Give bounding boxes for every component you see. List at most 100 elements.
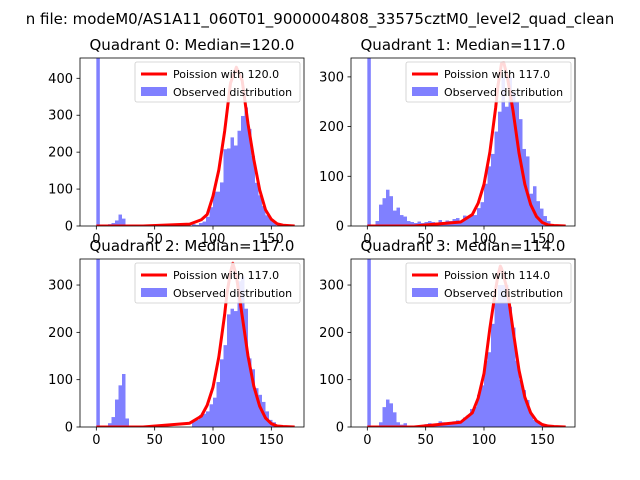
histogram-bar xyxy=(192,421,196,427)
histogram-bar xyxy=(512,327,516,427)
histogram-bar xyxy=(396,422,400,427)
histogram-bar xyxy=(515,101,519,226)
histogram-bar xyxy=(234,145,238,226)
histogram-bar xyxy=(237,130,241,226)
quadrant-title: Quadrant 0: Median=120.0 xyxy=(90,36,295,54)
legend: Poission with 120.0 Observed distribution xyxy=(134,61,301,103)
histogram-bar xyxy=(480,385,484,427)
y-tick-label: 200 xyxy=(319,326,344,341)
histogram-bar xyxy=(400,215,404,226)
quadrant-1-chart: 0 50 100 150 0 100 200 300 Quadrant 1: Median=11… xyxy=(319,36,576,247)
histogram-bar xyxy=(494,300,498,427)
legend: Poission with 117.0 Observed distribution xyxy=(405,61,572,103)
histogram-bar xyxy=(251,369,255,427)
histogram-bar xyxy=(487,352,491,427)
histogram-bar xyxy=(470,215,474,226)
legend-poisson-label: Poission with 120.0 xyxy=(173,68,279,81)
axes-frame xyxy=(350,57,576,227)
histogram-bar xyxy=(230,308,234,427)
axes-frame xyxy=(79,258,305,428)
histogram-bar xyxy=(118,214,122,226)
legend-observed-label: Observed distribution xyxy=(444,86,563,99)
histogram-bar xyxy=(501,285,505,427)
y-tick-label: 100 xyxy=(48,373,73,388)
histogram-bar xyxy=(396,207,400,226)
histogram-bar xyxy=(223,149,227,226)
histogram-bar xyxy=(255,388,259,427)
legend-observed-label: Observed distribution xyxy=(444,287,563,300)
legend-poisson-label: Poission with 117.0 xyxy=(173,269,279,282)
histogram-bar xyxy=(216,382,220,427)
histogram-bar xyxy=(508,76,512,226)
histogram-bar xyxy=(213,397,217,427)
histogram-bar xyxy=(536,201,540,226)
histogram-bar xyxy=(248,128,252,226)
histogram-bar xyxy=(251,155,255,226)
histogram-bar xyxy=(463,417,467,427)
histogram-bar xyxy=(199,223,203,226)
histogram-bar xyxy=(505,106,509,226)
histogram-bar xyxy=(272,221,276,226)
histogram-bar xyxy=(540,208,544,226)
histogram-bar xyxy=(192,224,196,226)
histogram-bar xyxy=(118,385,122,427)
legend-box xyxy=(134,61,301,103)
histogram-bar xyxy=(122,218,126,226)
legend-observed-label: Observed distribution xyxy=(173,86,292,99)
x-tick-label: 50 xyxy=(417,232,434,247)
x-tick-label: 0 xyxy=(363,433,371,448)
x-tick-label: 100 xyxy=(201,433,226,448)
histogram-bar xyxy=(375,221,379,226)
histogram-bar xyxy=(533,186,537,226)
histogram-bar xyxy=(223,345,227,427)
histogram-bar xyxy=(519,379,523,427)
legend-box xyxy=(405,262,572,304)
histogram-bar xyxy=(410,222,414,226)
quadrant-2-chart: 0 50 100 150 0 100 200 300 Quadrant 2: Median=11… xyxy=(48,237,305,448)
histogram-bar xyxy=(379,204,383,226)
histogram-bar xyxy=(244,308,248,427)
histogram-bar xyxy=(125,418,129,427)
legend-poisson-label: Poission with 117.0 xyxy=(444,68,550,81)
histogram-bar xyxy=(213,191,217,226)
quadrant-title: Quadrant 1: Median=117.0 xyxy=(361,36,566,54)
x-tick-label: 50 xyxy=(146,433,163,448)
quadrant-title: Quadrant 2: Median=117.0 xyxy=(90,237,295,255)
histogram-bar xyxy=(445,423,449,427)
x-tick-label: 150 xyxy=(259,433,284,448)
histogram-bar xyxy=(216,191,220,226)
histogram-bar xyxy=(237,281,241,427)
x-tick-label: 50 xyxy=(146,232,163,247)
histogram-bar xyxy=(515,360,519,427)
y-tick-label: 200 xyxy=(48,326,73,341)
x-tick-label: 0 xyxy=(92,433,100,448)
histogram-bar xyxy=(449,423,453,427)
histogram-bar xyxy=(484,360,488,427)
histogram-bar xyxy=(230,137,234,226)
histogram-bar xyxy=(389,403,393,427)
histogram-bar xyxy=(115,220,119,226)
histogram-bar xyxy=(498,111,502,226)
x-tick-label: 150 xyxy=(530,433,555,448)
histogram-bar xyxy=(255,182,259,226)
histogram-bar xyxy=(96,58,100,226)
y-tick-label: 0 xyxy=(336,220,344,235)
histogram-bar xyxy=(379,422,383,427)
histogram-bar xyxy=(367,58,371,226)
histogram-bar xyxy=(234,311,238,427)
histogram-bar xyxy=(543,216,547,226)
histogram-bar xyxy=(466,217,470,226)
histogram-bar xyxy=(459,221,463,226)
histogram-bar xyxy=(494,131,498,226)
x-tick-label: 150 xyxy=(530,232,555,247)
histogram-bar xyxy=(470,409,474,427)
histogram-bar xyxy=(526,400,530,427)
y-tick-label: 400 xyxy=(48,72,73,87)
legend-poisson-label: Poission with 114.0 xyxy=(444,269,550,282)
histogram-bar xyxy=(367,259,371,427)
x-tick-label: 100 xyxy=(472,232,497,247)
histogram-bar xyxy=(202,221,206,226)
axes-frame xyxy=(79,57,305,227)
histogram-bar xyxy=(258,394,262,427)
histogram-bar xyxy=(529,413,533,427)
